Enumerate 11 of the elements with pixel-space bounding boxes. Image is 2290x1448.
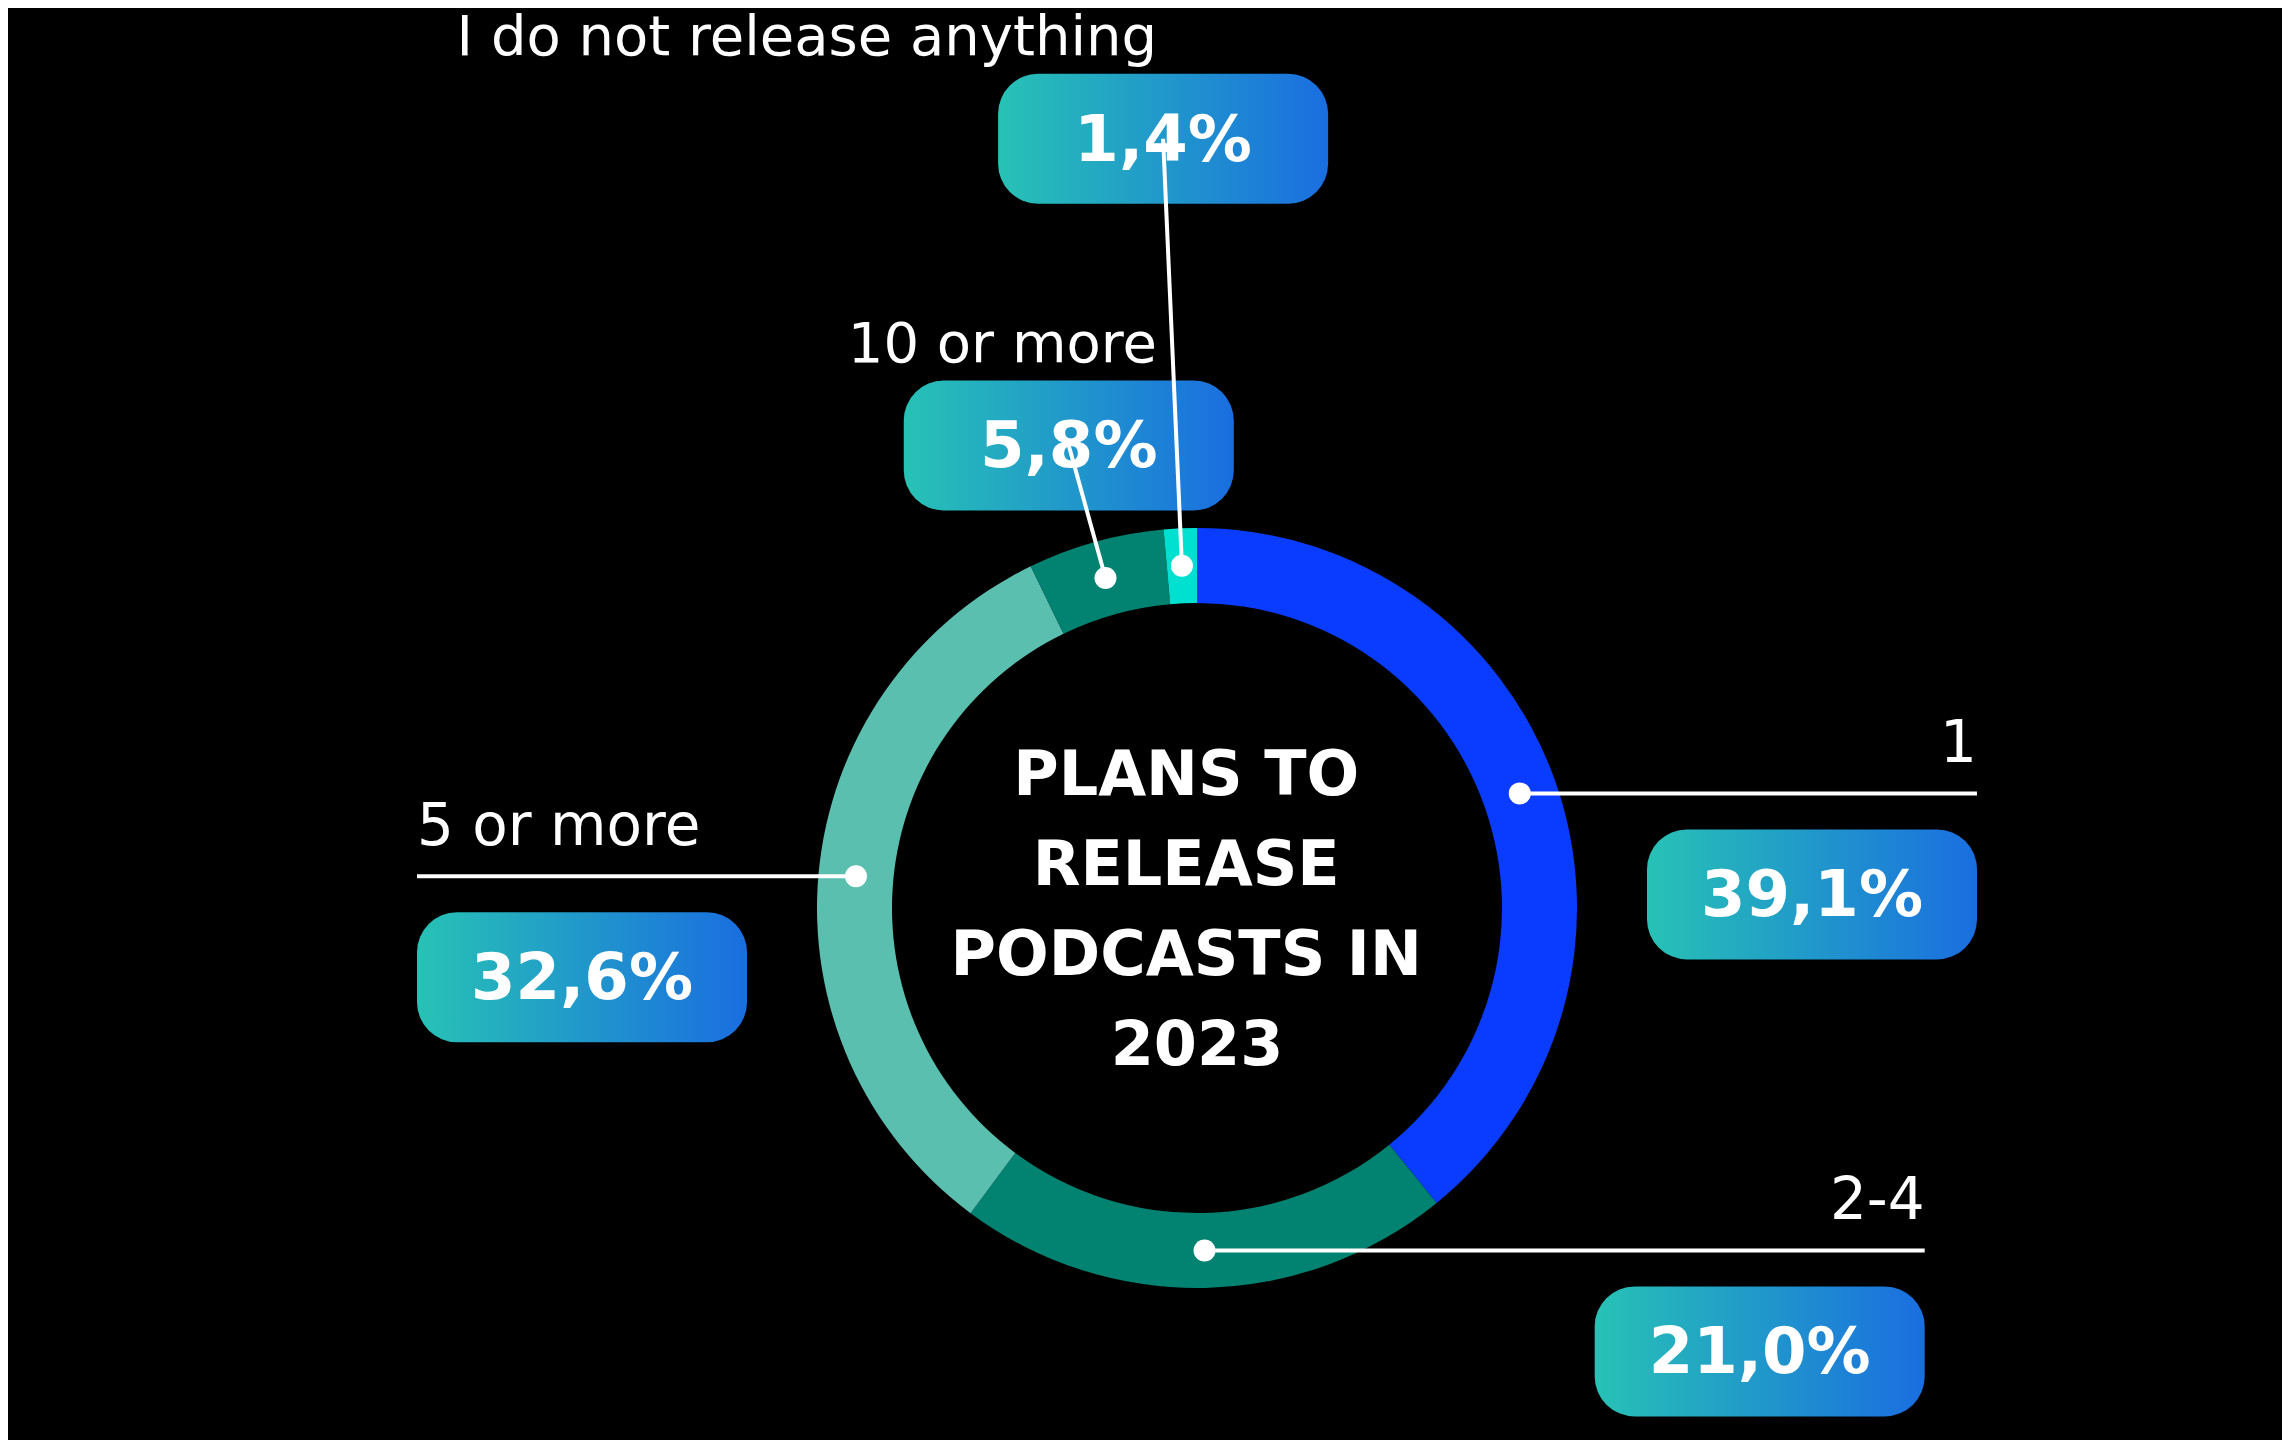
data-label: 21,0%: [1648, 1314, 1871, 1389]
data-label: 39,1%: [1700, 857, 1924, 932]
slice-label: I do not release anything: [456, 3, 1157, 69]
slice-label: 10 or more: [847, 309, 1157, 375]
slice-label: 5 or more: [417, 791, 701, 860]
data-label: 1,4%: [1074, 101, 1252, 176]
data-label: 5,8%: [980, 408, 1158, 483]
text: PLANS TO RELEASE PODCASTS IN 2023: [950, 736, 1444, 1080]
slice-label: 2-4: [1829, 1165, 1925, 1234]
data-label: 32,6%: [470, 940, 694, 1015]
slice-label: 1: [1940, 708, 1977, 777]
